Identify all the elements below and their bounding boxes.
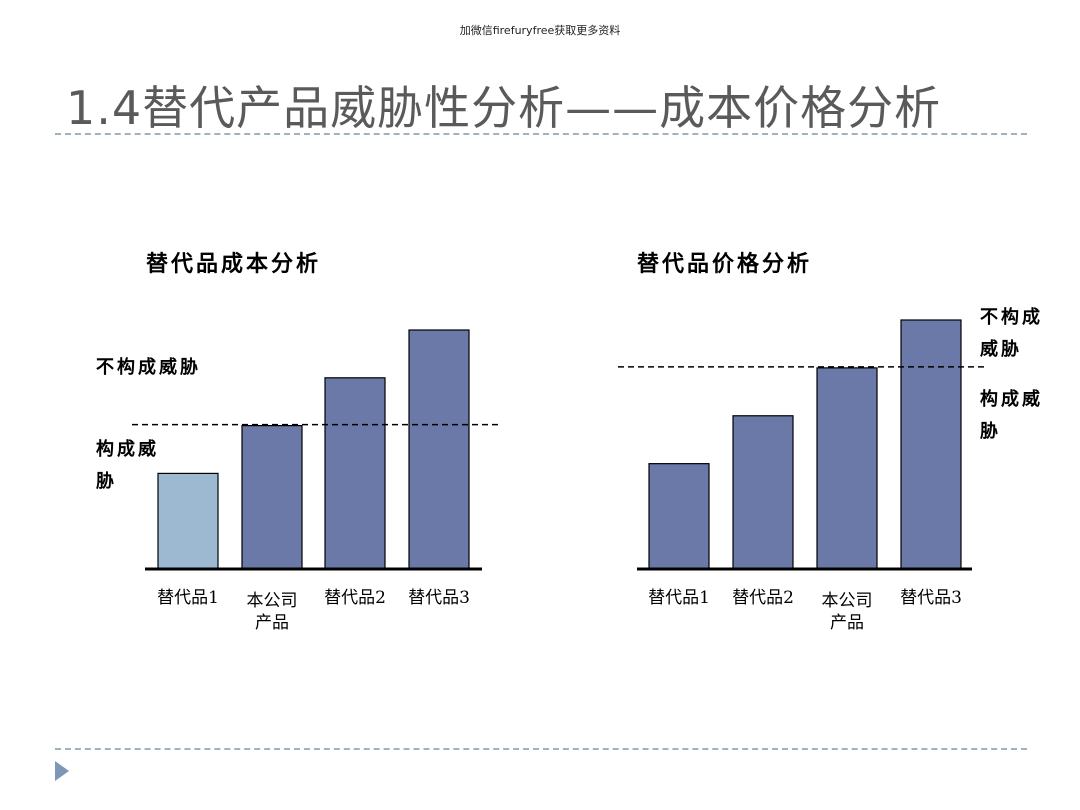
cost-bar-2 (241, 425, 303, 570)
cost-threat-label-line-2: 胁 (96, 471, 117, 492)
price-no-threat-label: 不构成 威胁 (980, 302, 1043, 366)
footer-divider (55, 748, 1027, 750)
cost-category-label-1: 替代品1 (157, 588, 219, 608)
price-category-label-4: 替代品3 (900, 588, 962, 608)
price-category-label-1: 替代品1 (648, 588, 710, 608)
price-chart-title: 替代品价格分析 (637, 252, 813, 277)
price-threat-label-line-2: 胁 (980, 421, 1001, 442)
price-bar-1 (648, 463, 710, 570)
cost-bar-4 (408, 329, 470, 570)
title-divider (55, 133, 1027, 135)
price-no-threat-label-line-2: 威胁 (980, 339, 1022, 360)
price-bar-4 (900, 319, 962, 570)
cost-bar-1 (157, 472, 219, 570)
cost-no-threat-label: 不构成威胁 (96, 357, 201, 378)
slide-title: 1.4替代产品威胁性分析——成本价格分析 (66, 81, 942, 135)
price-no-threat-label-line-1: 不构成 (980, 307, 1043, 328)
cost-threat-label-line-1: 构成威 (96, 439, 159, 460)
price-bar-3 (816, 367, 878, 570)
cost-bar-3 (324, 377, 386, 570)
price-bar-2 (732, 415, 794, 570)
cost-chart-title: 替代品成本分析 (146, 252, 322, 277)
price-threat-label: 构成威 胁 (980, 384, 1043, 448)
price-category-label-2: 替代品2 (732, 588, 794, 608)
next-slide-arrow-icon[interactable] (55, 761, 69, 781)
price-threat-label-line-1: 构成威 (980, 389, 1043, 410)
cost-category-label-3: 替代品2 (324, 588, 386, 608)
cost-threat-label: 构成威 胁 (96, 434, 159, 498)
watermark-text: 加微信firefuryfree获取更多资料 (459, 24, 621, 37)
cost-category-label-2: 本公司产品 (247, 591, 298, 633)
cost-category-label-4: 替代品3 (408, 588, 470, 608)
price-category-label-3: 本公司产品 (822, 591, 873, 633)
